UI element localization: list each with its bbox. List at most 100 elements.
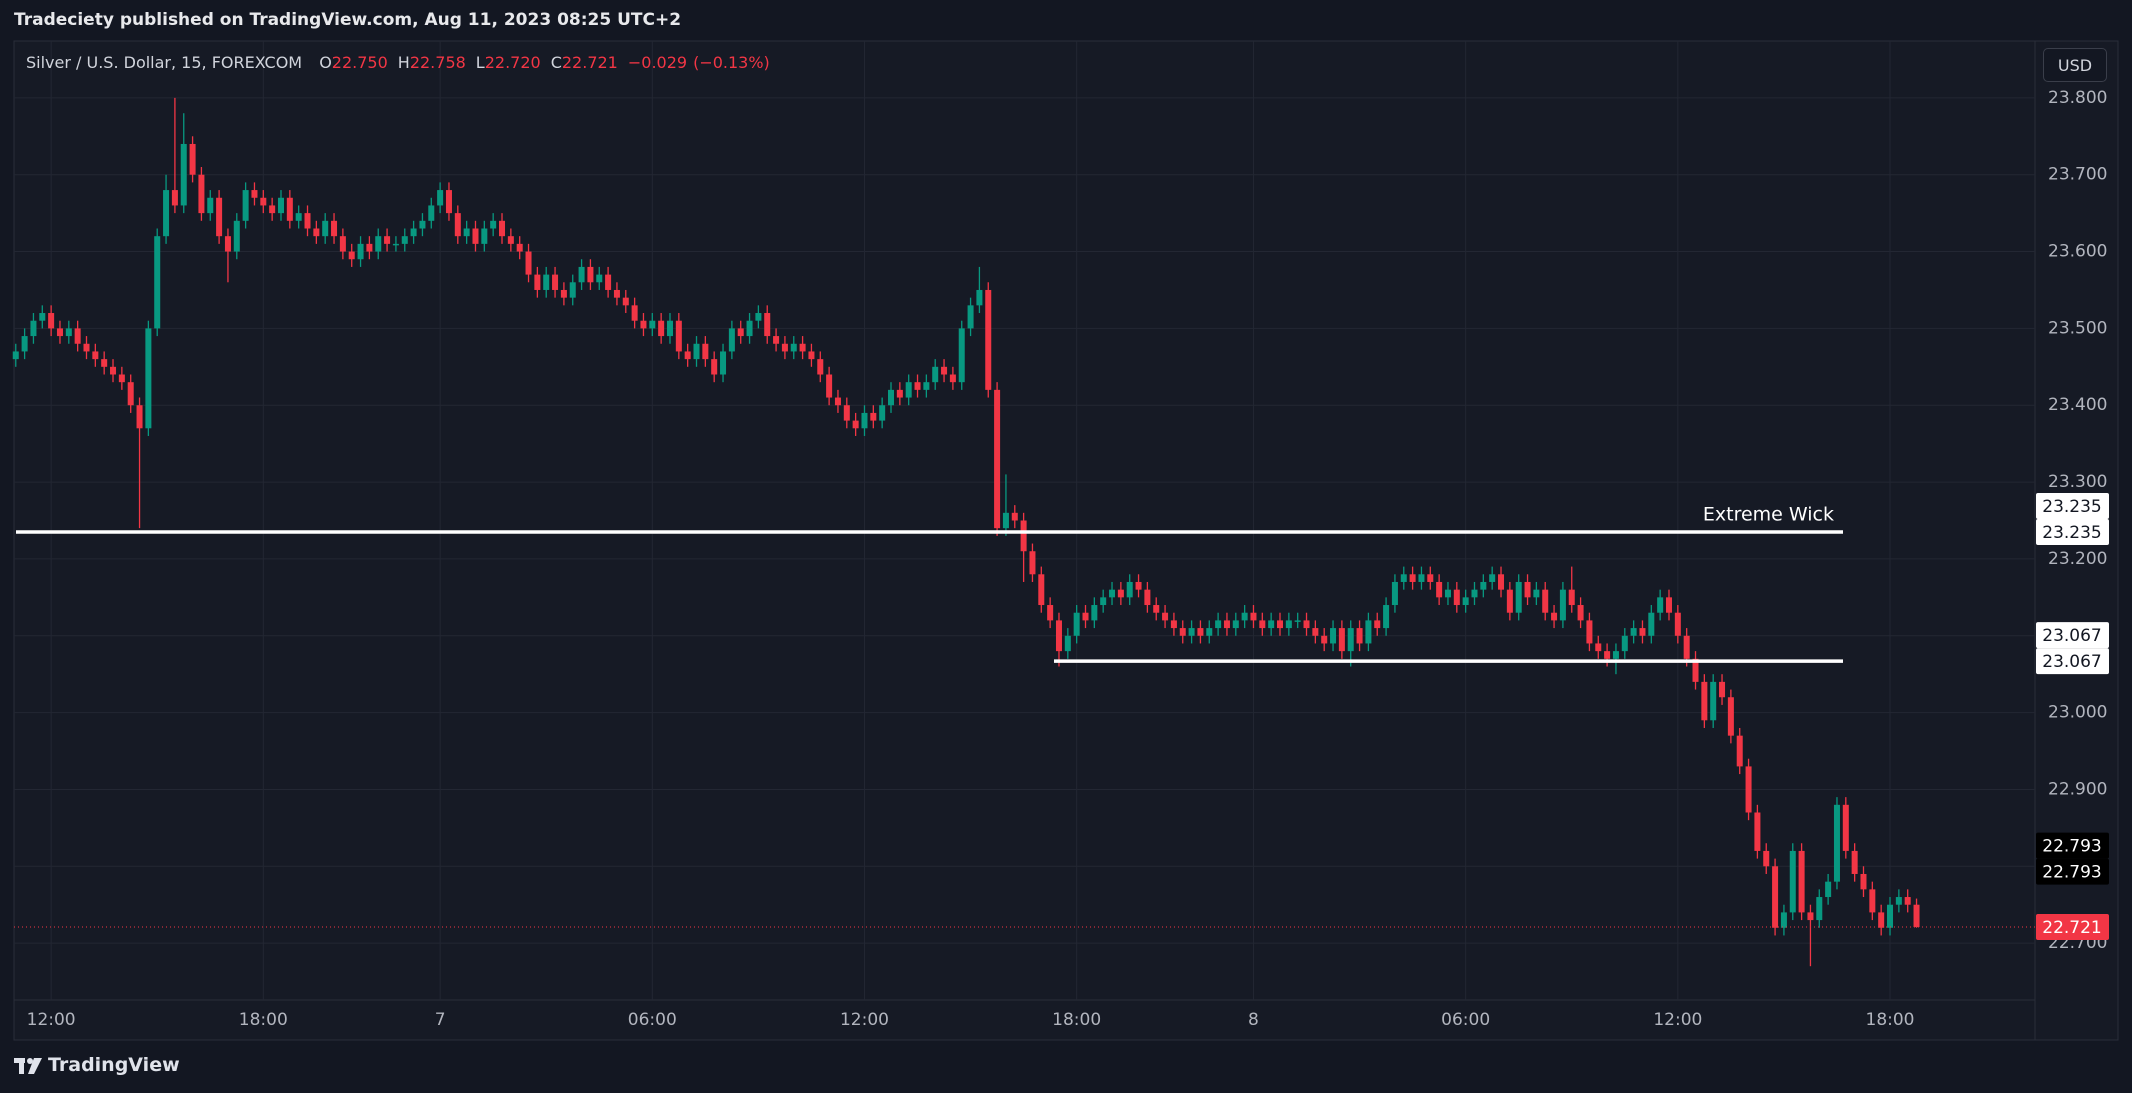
candle-body [1869,889,1876,913]
candle-body [313,228,320,237]
candle-body [1462,597,1469,606]
candle-body [392,243,399,246]
candle-body [454,213,461,237]
candle-body [242,190,249,221]
candle-body [322,220,329,237]
candle-body [1365,620,1372,644]
candle-body [684,351,691,360]
candle-body [1904,897,1911,905]
x-tick-label: 18:00 [1052,1010,1101,1030]
candle-body [189,143,196,175]
candle-body [1073,612,1080,636]
candle-body [985,289,992,390]
currency-button[interactable]: USD [2043,48,2107,82]
candle-body [1162,612,1169,621]
candle-body [286,197,293,221]
candle-body [1727,697,1734,736]
y-tick-label: 23.300 [2048,472,2107,492]
candle-body [693,343,700,360]
symbol-legend: Silver / U.S. Dollar, 15, FOREXCOM O22.7… [26,53,780,72]
legend-key: O [319,53,332,72]
candle-body [1002,512,1009,529]
candle-body [746,320,753,337]
candle-body [1798,850,1805,913]
candle-body [552,274,559,290]
candle-body [1754,812,1761,851]
legend-key: C [550,53,562,72]
candle-body [1064,635,1071,652]
candle-body [499,220,506,237]
candle-body [1383,605,1390,629]
candle-body [1029,551,1036,575]
candle-body [384,236,391,244]
candle-body [720,351,727,375]
candle-body [401,236,408,244]
candle-body [154,236,161,329]
candle-body [711,359,718,375]
candle-body [1427,574,1434,582]
candle-body [1736,735,1743,767]
candle-body [410,228,417,237]
candle-body [1020,520,1027,552]
candle-body [870,412,877,421]
candle-body [1701,681,1708,721]
candle-body [1197,628,1204,636]
y-tick-label: 23.000 [2048,703,2107,723]
candle-body [472,228,479,244]
candle-body [1100,597,1107,606]
change-percent: (−0.13%) [693,53,770,72]
candle-body [578,266,585,283]
x-tick-label: 7 [435,1010,446,1030]
candle-body [1825,881,1832,898]
candle-body [799,343,806,352]
candle-body [861,412,868,429]
candle-body [1612,651,1619,659]
candle-body [1639,628,1646,636]
candle-body [1648,612,1655,636]
candle-body [843,405,850,421]
candle-body [1895,897,1902,905]
candle-body [1772,866,1779,928]
candle-body [781,343,788,352]
candle-body [834,397,841,406]
legend-value: 22.721 [561,53,618,72]
brand-logo [14,1058,42,1074]
candle-body [1586,620,1593,644]
candle-body [702,343,709,360]
candle-body [1223,620,1230,629]
candle-body [507,236,514,244]
y-tick-label: 22.900 [2048,779,2107,799]
candle-body [622,297,629,306]
y-tick-label: 23.600 [2048,242,2107,262]
candle-body [675,320,682,352]
last-price-label: 22.721 [2042,918,2101,938]
candle-body [569,282,576,298]
x-tick-label: 8 [1248,1010,1259,1030]
candle-body [481,228,488,244]
level-price-label: 23.067 [2042,652,2101,672]
candle-body [101,359,108,367]
candle-body [631,305,638,321]
level-price-label-box [2036,622,2109,649]
candle-body [1595,643,1602,652]
candle-body [879,405,886,421]
brand-name: TradingView [48,1054,180,1076]
candle-body [348,251,355,260]
candle-body [994,389,1001,529]
level-price-label-box [2036,493,2109,520]
x-tick-label: 06:00 [628,1010,677,1030]
grid [14,41,2035,1000]
candle-body [277,197,284,214]
candle-body [1082,612,1089,621]
candle-body [1144,589,1151,606]
x-tick-label: 12:00 [27,1010,76,1030]
y-tick-label: 23.500 [2048,318,2107,338]
x-tick-label: 18:00 [239,1010,288,1030]
y-tick-label: 23.700 [2048,165,2107,185]
level-price-label: 23.235 [2042,497,2101,517]
candle-body [1842,804,1849,851]
candle-body [1126,581,1133,598]
candle-body [118,374,125,383]
candle-body [1480,581,1487,590]
candle-body [737,328,744,337]
